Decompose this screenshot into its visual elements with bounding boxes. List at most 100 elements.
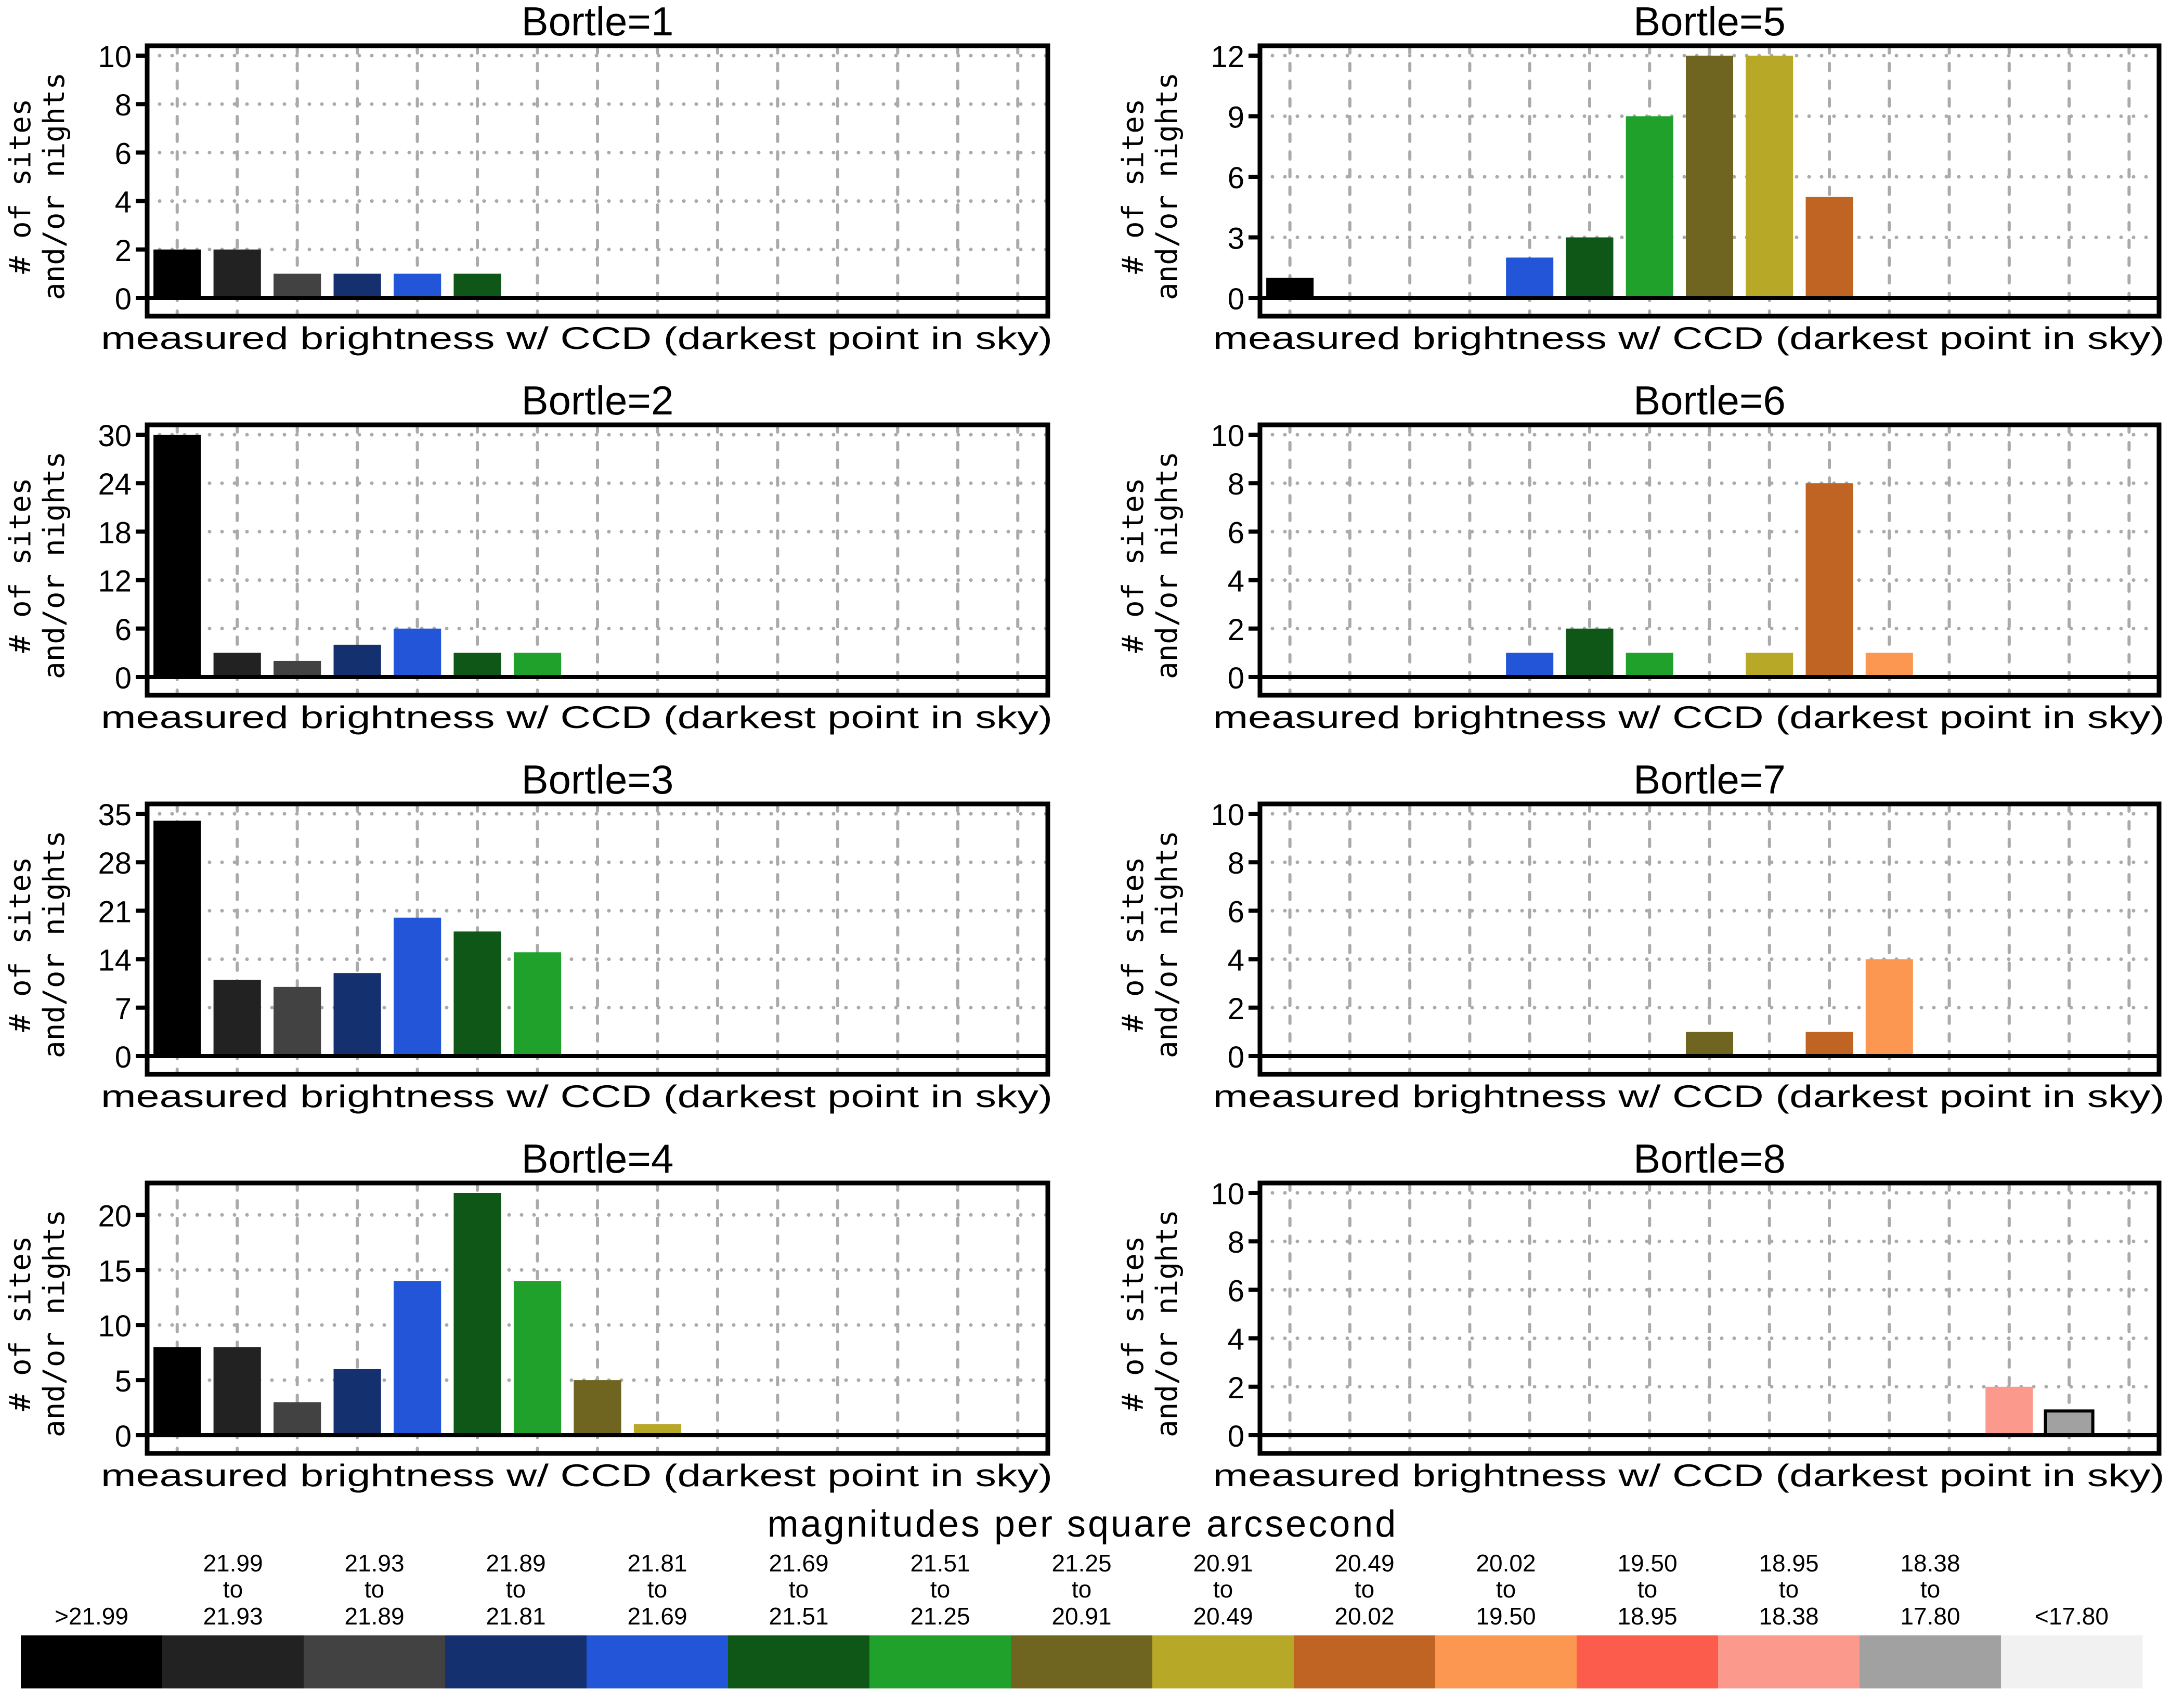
- y-tick-label: 2: [1228, 992, 1244, 1026]
- legend-swatch-1: [162, 1635, 304, 1688]
- panel-bortle-8: Bortle=8 0 2 4 6 8 10 # of sites and/or nights me…: [1116, 1136, 2165, 1493]
- legend-swatch-9: [1294, 1635, 1436, 1688]
- legend-label-bottom: 19.50: [1476, 1603, 1536, 1630]
- legend-label-mid: to: [506, 1576, 526, 1603]
- legend-swatch-4: [587, 1635, 729, 1688]
- y-tick-label: 8: [1228, 1226, 1244, 1259]
- bar-9: [1805, 483, 1853, 677]
- plot-frame: [145, 801, 1050, 1077]
- plot-frame: [145, 43, 1050, 319]
- bar-8: [1746, 653, 1793, 677]
- legend-label-mid: to: [1213, 1576, 1233, 1603]
- y-axis-label-line1: # of sites: [4, 1236, 37, 1411]
- y-axis-label-line2: and/or nights: [37, 830, 71, 1058]
- bar-6: [1626, 116, 1673, 298]
- legend-label-top: 21.81: [627, 1550, 687, 1577]
- bar-10: [1865, 959, 1913, 1056]
- bar-3: [333, 1369, 381, 1435]
- y-tick-label: 10: [1211, 419, 1244, 453]
- legend-label-mid: to: [1496, 1576, 1516, 1603]
- panel-title: Bortle=3: [522, 757, 674, 802]
- bar-6: [513, 952, 562, 1056]
- plot-frame: [145, 422, 1050, 698]
- legend-swatch-8: [1152, 1635, 1294, 1688]
- bar-8: [633, 1424, 682, 1435]
- y-tick-label: 3: [1228, 222, 1244, 256]
- legend-label-bottom: 21.25: [910, 1603, 970, 1630]
- y-tick-label: 4: [1228, 944, 1244, 978]
- y-tick-label: 10: [1211, 1177, 1244, 1211]
- legend-label-bottom: 17.80: [1900, 1603, 1960, 1630]
- x-axis-label: measured brightness w/ CCD (darkest poin…: [1213, 1079, 2165, 1114]
- y-tick-label: 8: [1228, 847, 1244, 880]
- y-tick-label: 18: [98, 516, 132, 550]
- legend-label-bottom: 20.02: [1334, 1603, 1394, 1630]
- bar-6: [513, 1281, 562, 1435]
- y-tick-label: 12: [98, 565, 132, 599]
- y-axis-label-line1: # of sites: [4, 477, 37, 653]
- legend-label-mid: to: [1355, 1576, 1374, 1603]
- panel-bortle-6: Bortle=6 0 2 4 6 8 10 # of sites and/or nights me…: [1116, 378, 2165, 735]
- bar-3: [333, 644, 381, 677]
- legend-label-top: 18.38: [1900, 1550, 1960, 1577]
- legend-label-bottom: 21.51: [769, 1603, 828, 1630]
- bar-4: [393, 917, 441, 1056]
- y-tick-label: 0: [115, 661, 132, 695]
- y-tick-label: 14: [98, 944, 132, 978]
- y-axis-label-line1: # of sites: [1116, 477, 1150, 653]
- legend-label-mid: to: [1920, 1576, 1940, 1603]
- bar-1: [213, 653, 261, 677]
- bar-4: [1506, 257, 1554, 298]
- legend-label-mid: to: [365, 1576, 384, 1603]
- y-axis-label-line1: # of sites: [1116, 1236, 1150, 1411]
- x-axis-label: measured brightness w/ CCD (darkest poin…: [1213, 1458, 2165, 1493]
- bar-4: [393, 628, 441, 677]
- legend-label-top: 20.91: [1193, 1550, 1253, 1577]
- legend-label-mid: to: [647, 1576, 667, 1603]
- y-tick-label: 28: [98, 847, 132, 880]
- y-tick-label: 6: [115, 137, 132, 171]
- panel-title: Bortle=6: [1633, 378, 1786, 423]
- plot-frame: [1257, 801, 2162, 1077]
- bar-2: [274, 660, 321, 677]
- y-axis-label-line1: # of sites: [4, 98, 37, 274]
- y-tick-label: 10: [98, 40, 132, 74]
- panel-title: Bortle=8: [1633, 1136, 1786, 1181]
- legend-label-bottom: 18.95: [1617, 1603, 1677, 1630]
- y-tick-label: 6: [115, 613, 132, 647]
- y-tick-label: 8: [1228, 467, 1244, 501]
- y-axis-label-line2: and/or nights: [37, 1210, 71, 1437]
- panel-title: Bortle=7: [1633, 757, 1786, 802]
- y-tick-label: 21: [98, 895, 132, 929]
- bar-6: [513, 653, 562, 677]
- panel-bortle-1: Bortle=1 0 2 4 6 8 10 # of sites and/or nights me…: [4, 0, 1052, 356]
- y-tick-label: 24: [98, 467, 132, 501]
- bar-7: [1685, 56, 1734, 298]
- y-tick-label: 7: [115, 992, 132, 1026]
- y-tick-label: 5: [115, 1364, 132, 1398]
- y-axis-label-line1: # of sites: [1116, 98, 1150, 274]
- panel-bortle-7: Bortle=7 0 2 4 6 8 10 # of sites and/or nights me…: [1116, 757, 2165, 1114]
- bar-5: [1566, 628, 1614, 677]
- y-tick-label: 0: [1228, 661, 1244, 695]
- bar-7: [574, 1380, 621, 1435]
- panel-bortle-3: Bortle=3 0 7 14 21 28 35 # of sites and/or night…: [4, 757, 1052, 1114]
- legend-label-mid: to: [1072, 1576, 1091, 1603]
- bar-5: [453, 653, 501, 677]
- y-tick-label: 4: [115, 186, 132, 219]
- y-tick-label: 6: [1228, 516, 1244, 550]
- legend-label-top: 18.95: [1759, 1550, 1818, 1577]
- bar-9: [1805, 197, 1853, 298]
- y-tick-label: 15: [98, 1254, 132, 1288]
- plot-frame: [145, 1180, 1050, 1456]
- bar-1: [213, 980, 261, 1056]
- legend-label-top: 21.89: [486, 1550, 545, 1577]
- plot-frame: [1257, 43, 2162, 319]
- panel-bortle-5: Bortle=5 0 3 6 9 12 # of sites and/or nights mea…: [1116, 0, 2165, 356]
- legend-swatch-5: [728, 1635, 870, 1688]
- bar-2: [274, 986, 321, 1056]
- legend-label-top: 21.69: [769, 1550, 828, 1577]
- y-tick-label: 9: [1228, 101, 1244, 135]
- legend-label-bottom: 21.81: [486, 1603, 545, 1630]
